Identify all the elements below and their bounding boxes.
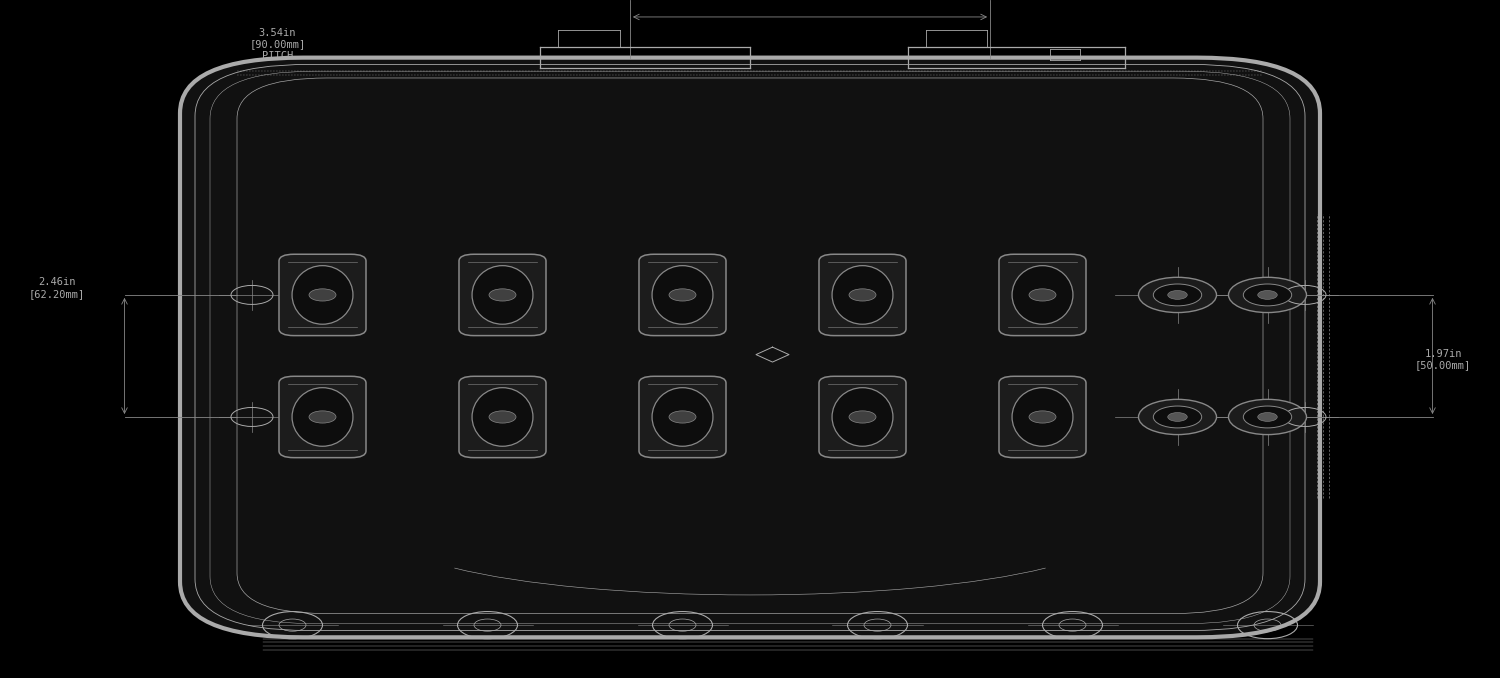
Circle shape — [849, 289, 876, 301]
FancyBboxPatch shape — [459, 376, 546, 458]
FancyBboxPatch shape — [279, 254, 366, 336]
Circle shape — [309, 411, 336, 423]
FancyBboxPatch shape — [639, 254, 726, 336]
Ellipse shape — [1013, 266, 1072, 324]
Circle shape — [1154, 406, 1202, 428]
Text: 2.46in
[62.20mm]: 2.46in [62.20mm] — [28, 277, 86, 299]
Circle shape — [1154, 284, 1202, 306]
FancyBboxPatch shape — [819, 254, 906, 336]
Circle shape — [1228, 399, 1306, 435]
Circle shape — [1029, 411, 1056, 423]
Circle shape — [1167, 291, 1188, 300]
Ellipse shape — [833, 266, 892, 324]
Circle shape — [1029, 289, 1056, 301]
FancyBboxPatch shape — [639, 376, 726, 458]
Ellipse shape — [472, 266, 532, 324]
Circle shape — [309, 289, 336, 301]
Circle shape — [489, 411, 516, 423]
FancyBboxPatch shape — [180, 58, 1320, 637]
Circle shape — [1244, 284, 1292, 306]
Ellipse shape — [292, 266, 352, 324]
FancyBboxPatch shape — [999, 254, 1086, 336]
Ellipse shape — [652, 266, 712, 324]
Ellipse shape — [472, 388, 532, 446]
Circle shape — [849, 411, 876, 423]
FancyBboxPatch shape — [459, 254, 546, 336]
Circle shape — [1257, 412, 1276, 421]
FancyBboxPatch shape — [279, 376, 366, 458]
FancyBboxPatch shape — [819, 376, 906, 458]
Circle shape — [1257, 291, 1276, 300]
Text: 1.97in
[50.00mm]: 1.97in [50.00mm] — [1414, 348, 1472, 370]
Ellipse shape — [652, 388, 712, 446]
Circle shape — [489, 289, 516, 301]
FancyBboxPatch shape — [999, 376, 1086, 458]
Circle shape — [1167, 412, 1188, 421]
Ellipse shape — [833, 388, 892, 446]
Ellipse shape — [1013, 388, 1072, 446]
Circle shape — [1244, 406, 1292, 428]
Text: 3.54in
[90.00mm]
PITCH: 3.54in [90.00mm] PITCH — [249, 28, 306, 61]
Circle shape — [1228, 277, 1306, 313]
Ellipse shape — [292, 388, 352, 446]
Circle shape — [1138, 277, 1216, 313]
Circle shape — [1138, 399, 1216, 435]
Circle shape — [669, 411, 696, 423]
Circle shape — [669, 289, 696, 301]
